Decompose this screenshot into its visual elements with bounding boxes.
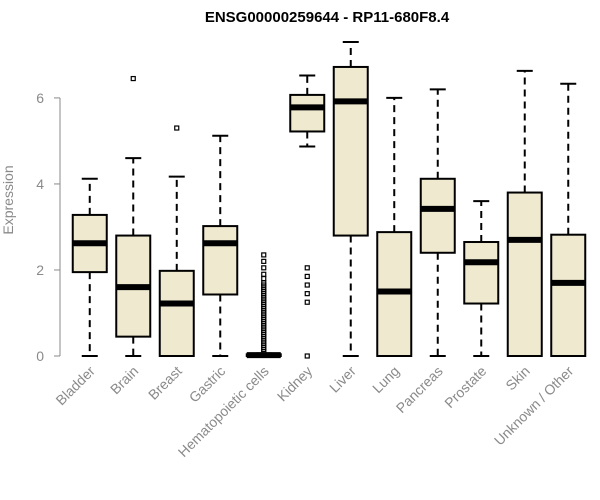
box-breast [158,125,195,358]
box-iqr [506,191,543,357]
y-axis-label: Expression [0,165,16,234]
outlier-point [304,273,310,280]
box-iqr [463,241,500,305]
outlier-point [304,353,310,359]
x-tick-label: Breast [145,363,185,403]
x-tick-label: Gastric [186,363,229,406]
outlier-point [130,75,136,82]
outlier-point [174,125,180,131]
y-tick-label: 4 [36,176,44,192]
box-prostate [463,200,500,357]
x-tick-label: Bladder [52,363,98,409]
box-gastric [202,134,239,357]
x-tick-label: Skin [502,363,533,394]
box-liver [332,41,369,357]
box-lung [376,96,413,357]
box-brain [115,75,152,357]
box-bladder [71,177,108,357]
outlier-point [261,275,267,282]
y-tick-label: 2 [36,262,44,278]
x-tick-label: Kidney [274,363,316,405]
y-axis: 0 2 4 6 [36,90,61,364]
box-unknown-other [550,82,587,357]
chart-title: ENSG00000259644 - RP11-680F8.4 [205,9,450,26]
box-skin [506,69,543,357]
x-tick-label: Prostate [441,363,489,411]
outlier-point [304,291,310,297]
outlier-point [304,299,310,305]
x-tick-label: Lung [369,363,402,396]
box-kidney [289,74,326,359]
x-tick-label: Unknown / Other [491,363,577,449]
box-iqr [550,233,587,357]
outlier-point [261,265,267,271]
x-tick-label: Pancreas [393,363,446,416]
x-tick-label: Liver [326,363,359,396]
box-iqr [419,177,456,254]
box-iqr [158,269,195,358]
outlier-point [261,271,267,277]
box-iqr [202,225,239,296]
y-tick-label: 0 [36,348,44,364]
outlier-point [261,252,267,258]
x-tick-label: Brain [107,363,141,397]
outlier-point [261,258,267,264]
outlier-point [304,265,310,271]
box-iqr [289,93,326,133]
box-hematopoietic-cells [245,252,282,359]
box-pancreas [419,88,456,357]
outlier-point [304,282,310,288]
box-iqr [332,65,369,237]
boxes-layer [71,41,587,359]
y-tick-label: 6 [36,90,44,106]
